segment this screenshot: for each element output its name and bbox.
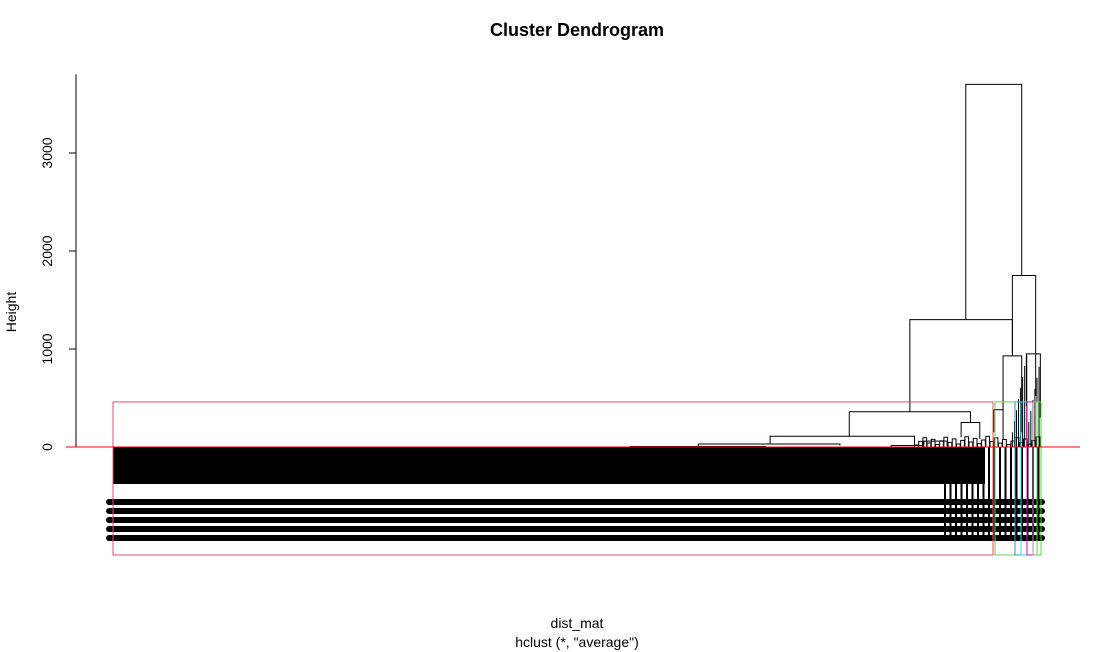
dendrogram-branch [947,441,953,447]
dendrogram-branch [926,442,932,447]
dendrogram-branch [951,438,957,447]
dendrogram-branch [976,443,982,447]
leaf-row [106,517,1045,523]
dendrogram-branch [964,436,970,447]
dendrogram-branch [769,435,916,446]
dendrogram-branch [981,439,986,447]
dendrogram-branch [1011,275,1037,397]
dendrogram-branch [1002,438,1007,447]
dendrogram-branch [968,441,974,447]
x-axis-label: dist_mat [551,615,604,631]
y-tick-label: 1000 [39,333,55,364]
dendrogram-branch [918,440,923,447]
y-tick-label: 2000 [39,235,55,266]
y-tick-label: 0 [39,443,55,451]
dendrogram-branch [997,442,1003,447]
cluster-rect [112,401,994,556]
dendrogram-branch [993,409,1004,440]
dendrogram-branch [848,411,971,437]
dendrogram-branch [1035,436,1041,447]
dendrogram-branch [1002,355,1023,433]
dendrogram-branch [890,445,925,447]
dendrogram-tree [629,83,1041,448]
y-axis-label: Height [3,292,19,333]
y-axis: 0 1000 2000 3000 [39,74,77,451]
dendrogram-branch [939,440,944,447]
dendrogram-branch [972,437,978,447]
chart-title: Cluster Dendrogram [490,20,664,40]
dendrogram-branch [697,443,841,447]
dendrogram-branch [960,422,981,440]
leaf-row [106,499,1045,505]
dendrogram-branch [909,319,1013,412]
dendrogram-branch [965,83,1023,320]
cluster-rectangles [112,401,1042,556]
dendrogram-branch [960,439,965,447]
dendrogram-branch [930,438,936,447]
leaf-row [106,535,1045,541]
dendrogram-branch [993,437,999,447]
leaf-band [113,447,985,484]
leaf-row [106,526,1045,532]
leaf-row [106,508,1045,514]
leaf-labels-mass [106,447,1045,541]
cluster-rect [1036,401,1042,556]
dendrogram-branch [922,437,928,447]
x-axis-subtitle: hclust (*, "average") [515,634,639,650]
dendrogram-branch [985,435,991,447]
y-tick-label: 3000 [39,137,55,168]
